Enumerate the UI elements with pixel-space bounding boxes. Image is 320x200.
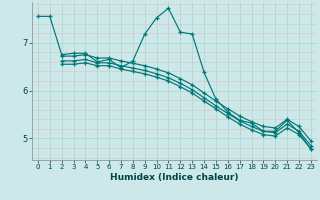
X-axis label: Humidex (Indice chaleur): Humidex (Indice chaleur) — [110, 173, 239, 182]
